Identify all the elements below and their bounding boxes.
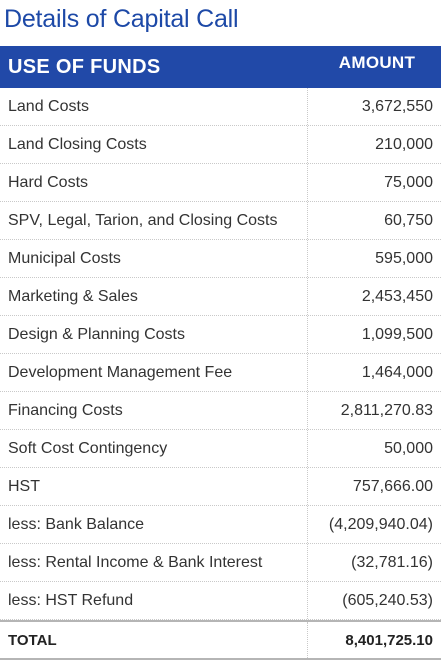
row-label: HST [8,477,40,495]
row-amount: 3,672,550 [307,88,441,125]
total-amount: 8,401,725.10 [307,622,441,658]
row-amount: 210,000 [307,126,441,163]
header-use-of-funds: USE OF FUNDS [8,55,161,78]
table-row: Financing Costs 2,811,270.83 [0,392,441,430]
row-amount: (4,209,940.04) [307,506,441,543]
header-amount: AMOUNT [338,53,416,72]
row-amount: (32,781.16) [307,544,441,581]
row-label: less: Rental Income & Bank Interest [8,553,263,571]
row-label: Land Costs [8,97,89,115]
row-label: Financing Costs [8,401,123,419]
table-row: Development Management Fee 1,464,000 [0,354,441,392]
table-row: Land Costs 3,672,550 [0,88,441,126]
table-row: Municipal Costs 595,000 [0,240,441,278]
table-row: Land Closing Costs 210,000 [0,126,441,164]
row-label: Design & Planning Costs [8,325,185,343]
table-row: HST 757,666.00 [0,468,441,506]
row-amount: 75,000 [307,164,441,201]
row-label: SPV, Legal, Tarion, and Closing Costs [8,211,278,229]
row-amount: (605,240.53) [307,582,441,619]
page-title: Details of Capital Call [4,5,239,33]
row-amount: 1,464,000 [307,354,441,391]
table-row: less: Rental Income & Bank Interest (32,… [0,544,441,582]
table-row: Hard Costs 75,000 [0,164,441,202]
row-label: less: HST Refund [8,591,134,609]
total-label: TOTAL [8,631,57,649]
row-label: Municipal Costs [8,249,121,267]
table-row: Design & Planning Costs 1,099,500 [0,316,441,354]
table-row: less: HST Refund (605,240.53) [0,582,441,620]
row-label: Soft Cost Contingency [8,439,168,457]
table-row: less: Bank Balance (4,209,940.04) [0,506,441,544]
row-label: less: Bank Balance [8,515,145,533]
row-label: Hard Costs [8,173,89,191]
row-amount: 60,750 [307,202,441,239]
row-amount: 1,099,500 [307,316,441,353]
row-label: Development Management Fee [8,363,233,381]
table-row: Soft Cost Contingency 50,000 [0,430,441,468]
table-header: USE OF FUNDS AMOUNT [0,46,441,88]
row-amount: 2,811,270.83 [307,392,441,429]
row-label: Marketing & Sales [8,287,138,305]
row-amount: 2,453,450 [307,278,441,315]
row-amount: 50,000 [307,430,441,467]
capital-call-table: USE OF FUNDS AMOUNT Land Costs 3,672,550… [0,46,441,660]
table-row: SPV, Legal, Tarion, and Closing Costs 60… [0,202,441,240]
row-amount: 595,000 [307,240,441,277]
table-row: Marketing & Sales 2,453,450 [0,278,441,316]
row-label: Land Closing Costs [8,135,147,153]
total-row: TOTAL 8,401,725.10 [0,620,441,660]
row-amount: 757,666.00 [307,468,441,505]
